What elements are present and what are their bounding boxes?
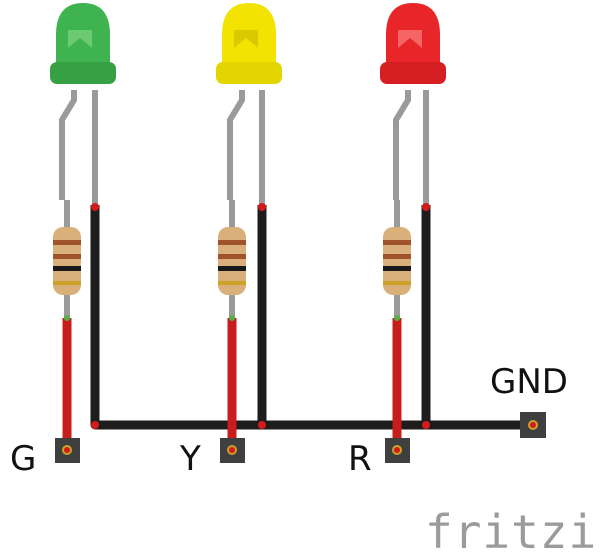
led-green <box>50 3 116 84</box>
pin-g-label: G <box>10 439 36 479</box>
led-red <box>380 3 446 84</box>
pin-gnd[interactable] <box>520 412 546 438</box>
led-red-assembly: R <box>348 3 446 479</box>
pin-r[interactable] <box>385 438 410 463</box>
led-green-anode-lead <box>59 90 77 200</box>
resistor-red <box>383 227 411 295</box>
resistor-yellow <box>218 227 246 295</box>
led-yellow-assembly: Y <box>179 3 282 479</box>
pin-gnd-label: GND <box>490 362 568 402</box>
led-yellow-anode-lead <box>227 90 245 200</box>
pin-g[interactable] <box>55 438 80 463</box>
led-yellow <box>216 3 282 84</box>
pin-y[interactable] <box>220 438 245 463</box>
led-red-anode-lead <box>393 90 411 200</box>
fritzing-logo: fritzing <box>425 505 601 559</box>
led-green-assembly: G <box>10 3 116 479</box>
pin-y-label: Y <box>179 439 201 479</box>
resistor-green <box>53 227 81 295</box>
pin-r-label: R <box>348 439 372 479</box>
